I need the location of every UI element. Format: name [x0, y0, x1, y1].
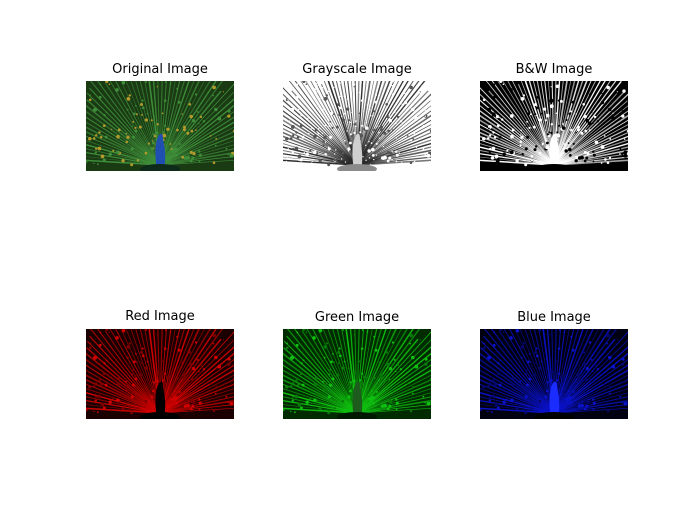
panel-original: Original Image	[86, 62, 234, 171]
panel-green: Green Image	[283, 310, 431, 419]
panel-title-red: Red Image	[125, 309, 195, 324]
panel-title-original: Original Image	[112, 62, 208, 77]
panel-title-green: Green Image	[314, 310, 400, 325]
panel-title-grayscale: Grayscale Image	[302, 62, 412, 77]
panel-blue: Blue Image	[480, 310, 628, 419]
panel-grayscale: Grayscale Image	[283, 62, 431, 171]
green-image	[283, 329, 431, 419]
red-image	[86, 329, 234, 419]
panel-bw: B&W Image	[480, 62, 628, 171]
original-image	[86, 81, 234, 171]
grayscale-image	[283, 81, 431, 171]
panel-title-blue: Blue Image	[517, 310, 591, 325]
bw-image	[480, 81, 628, 171]
blue-image	[480, 329, 628, 419]
panel-red: Red Image	[86, 309, 234, 419]
panel-title-bw: B&W Image	[515, 62, 593, 77]
